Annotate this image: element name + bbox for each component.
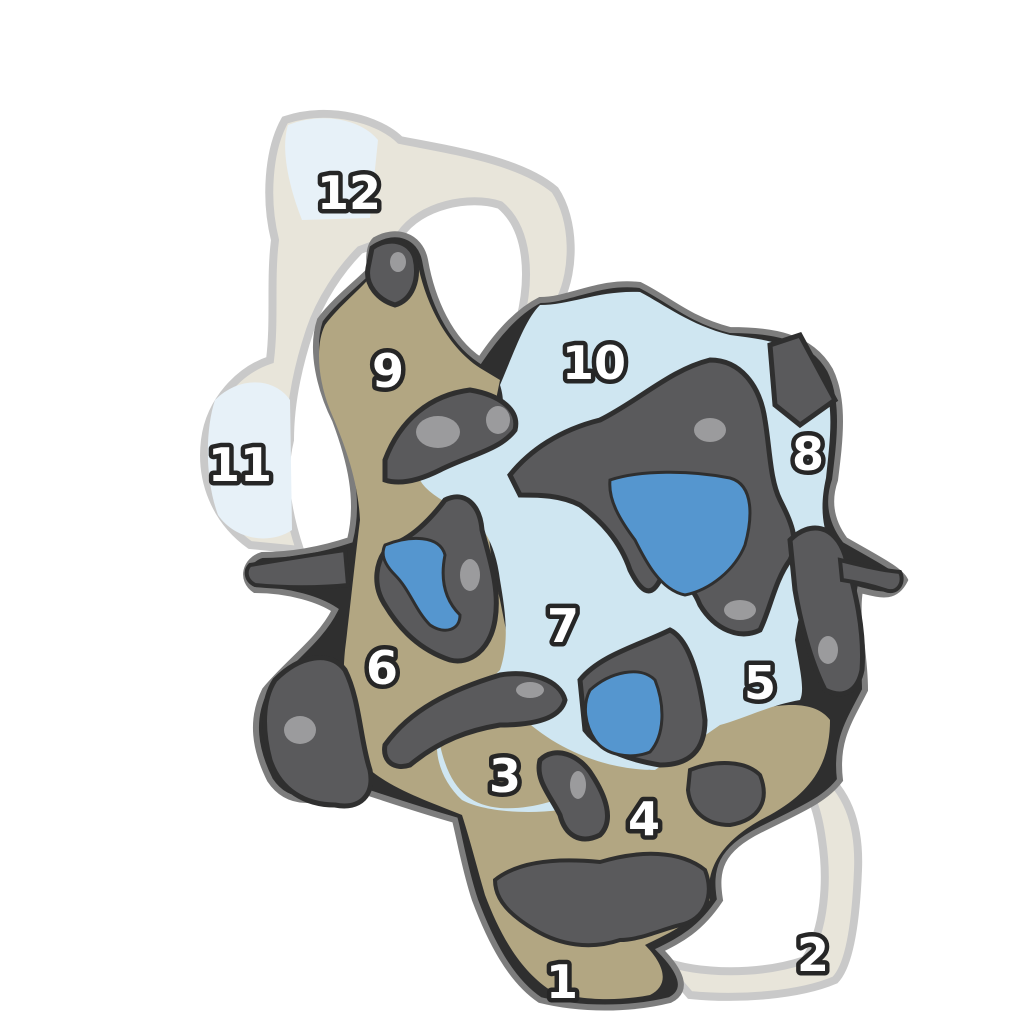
zone-labels: 1 2 3 4 5 6 7 8 9 10 11 12 (203, 162, 833, 1014)
zone-label-1[interactable]: 1 (541, 951, 582, 1014)
zone-label-11[interactable]: 11 (203, 434, 276, 497)
rock-highlight (460, 559, 480, 591)
zone-label-2[interactable]: 2 (792, 924, 833, 987)
rock-8-block (767, 331, 839, 429)
zone-label-4[interactable]: 4 (623, 788, 664, 851)
zone-label-3[interactable]: 3 (484, 745, 525, 808)
zone-label-6[interactable]: 6 (361, 637, 402, 700)
rock-highlight (818, 636, 838, 664)
zone-11-ice-patch (207, 382, 292, 539)
rock-highlight (570, 771, 586, 799)
zone-12-ice-patch (285, 118, 378, 220)
zone-label-8[interactable]: 8 (787, 423, 828, 486)
rock-southeast-block (685, 761, 766, 828)
rock-west-cluster (262, 655, 374, 809)
zone-label-12[interactable]: 12 (312, 162, 385, 225)
rock-highlight (416, 416, 460, 448)
rock-highlight (284, 716, 316, 744)
pool-central-north (608, 470, 752, 597)
rock-west-arm (244, 547, 351, 590)
zone-label-9[interactable]: 9 (367, 340, 408, 403)
zone-label-7[interactable]: 7 (542, 595, 583, 658)
rock-highlight (390, 252, 406, 272)
pool-west (381, 536, 462, 632)
zone-label-10[interactable]: 10 (557, 332, 630, 395)
rock-highlight (516, 682, 544, 698)
zone-label-5[interactable]: 5 (739, 652, 780, 715)
rock-highlight (486, 406, 510, 434)
rock-highlight (724, 600, 756, 620)
rock-north-spire (365, 238, 419, 308)
pool-central-south (583, 670, 664, 758)
rock-south-ridge (382, 671, 568, 769)
rock-east-arm (837, 557, 904, 594)
water-pools (381, 470, 752, 758)
trail-north-loop (200, 109, 575, 555)
rock-south-boulders (492, 851, 711, 948)
rock-highlight (694, 418, 726, 442)
